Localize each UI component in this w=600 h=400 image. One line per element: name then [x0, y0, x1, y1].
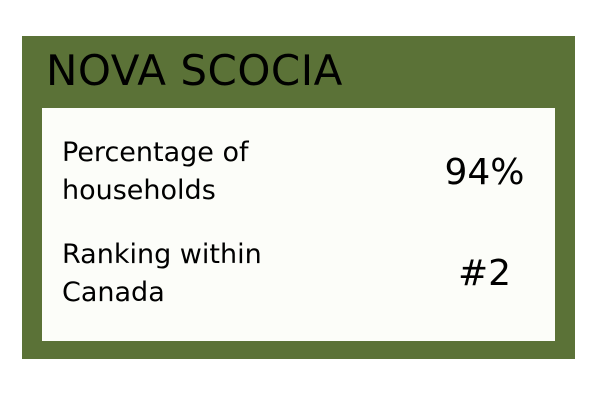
- stat-label-line1: Ranking within: [62, 239, 262, 270]
- stat-label: Percentage of households: [62, 134, 322, 210]
- stat-value: 94%: [444, 152, 525, 193]
- stat-label-line2: households: [62, 175, 216, 206]
- stat-value: #2: [457, 253, 512, 294]
- stat-label: Ranking within Canada: [62, 236, 322, 312]
- card-title: NOVA SCOCIA: [46, 46, 343, 95]
- stats-panel: Percentage of households 94% Ranking wit…: [42, 108, 555, 341]
- stat-row-ranking: Ranking within Canada #2: [42, 236, 555, 320]
- stat-label-line2: Canada: [62, 277, 165, 308]
- stat-row-percentage: Percentage of households 94%: [42, 134, 555, 218]
- stat-label-line1: Percentage of: [62, 137, 249, 168]
- province-stat-card: NOVA SCOCIA Percentage of households 94%…: [22, 36, 575, 359]
